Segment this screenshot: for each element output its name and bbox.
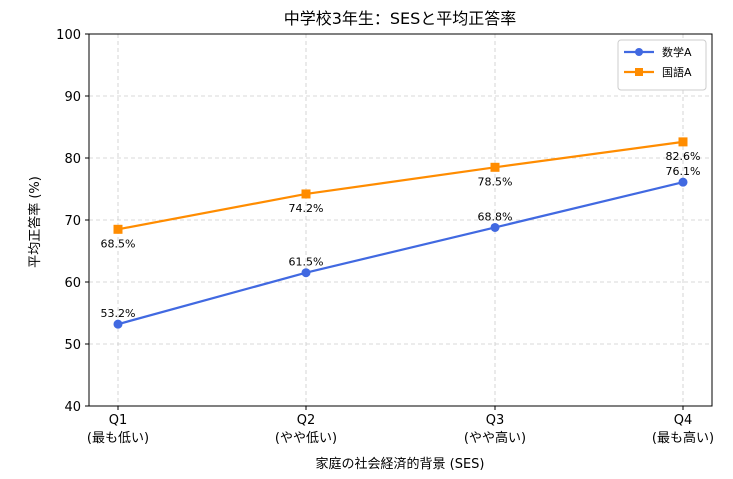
x-tick-sublabel: (最も高い) <box>652 430 714 446</box>
data-point-circle <box>113 319 123 329</box>
axes: 40 50 60 70 80 90 100 Q1 (最も低い) Q2 (やや低い) Q3 (やや高い) Q… <box>56 28 714 446</box>
grid <box>89 33 712 407</box>
data-point-square <box>490 162 500 172</box>
data-label: 68.8% <box>478 210 513 223</box>
x-tick-sublabel: (やや低い) <box>275 431 337 446</box>
data-point-square <box>678 137 688 147</box>
data-point-square <box>301 189 311 199</box>
data-label: 61.5% <box>289 256 324 269</box>
y-tick-label: 100 <box>56 28 81 43</box>
data-label: 76.1% <box>666 165 701 178</box>
x-tick-label: Q1 <box>109 413 128 428</box>
legend-marker-circle <box>635 48 643 56</box>
data-label: 68.5% <box>101 237 136 250</box>
y-tick-label: 70 <box>64 214 81 229</box>
data-label: 78.5% <box>478 175 513 188</box>
x-tick-label: Q4 <box>674 413 693 428</box>
data-point-square <box>113 224 123 234</box>
x-tick-sublabel: (最も低い) <box>87 431 149 446</box>
data-label: 82.6% <box>666 150 701 163</box>
series-line <box>117 181 684 326</box>
series-line <box>117 140 684 231</box>
legend-label: 国語A <box>662 65 692 79</box>
y-tick-label: 90 <box>64 90 81 105</box>
series-layer <box>113 137 688 329</box>
y-tick-label: 60 <box>64 276 81 291</box>
x-tick-sublabel: (やや高い) <box>464 430 526 446</box>
data-label: 53.2% <box>101 307 136 320</box>
data-labels: 53.2% 61.5% 68.8% 76.1% 68.5% 74.2% 78.5% 82.6% <box>101 150 701 320</box>
y-tick-label: 40 <box>64 400 81 415</box>
legend-label: 数学A <box>662 45 692 59</box>
x-tick-label: Q3 <box>486 413 505 428</box>
y-tick-label: 50 <box>64 338 81 353</box>
y-tick-label: 80 <box>64 152 81 167</box>
data-point-circle <box>301 268 311 278</box>
x-tick-label: Q2 <box>297 413 316 428</box>
x-axis-title: 家庭の社会経済的背景 (SES) <box>316 456 485 472</box>
data-point-circle <box>678 177 688 187</box>
chart-title: 中学校3年生：SESと平均正答率 <box>284 9 517 28</box>
y-axis-title: 平均正答率 (%) <box>27 176 43 268</box>
legend: 数学A 国語A <box>617 39 707 91</box>
data-point-circle <box>490 222 500 232</box>
legend-marker-square <box>635 68 643 76</box>
data-label: 74.2% <box>289 202 324 215</box>
